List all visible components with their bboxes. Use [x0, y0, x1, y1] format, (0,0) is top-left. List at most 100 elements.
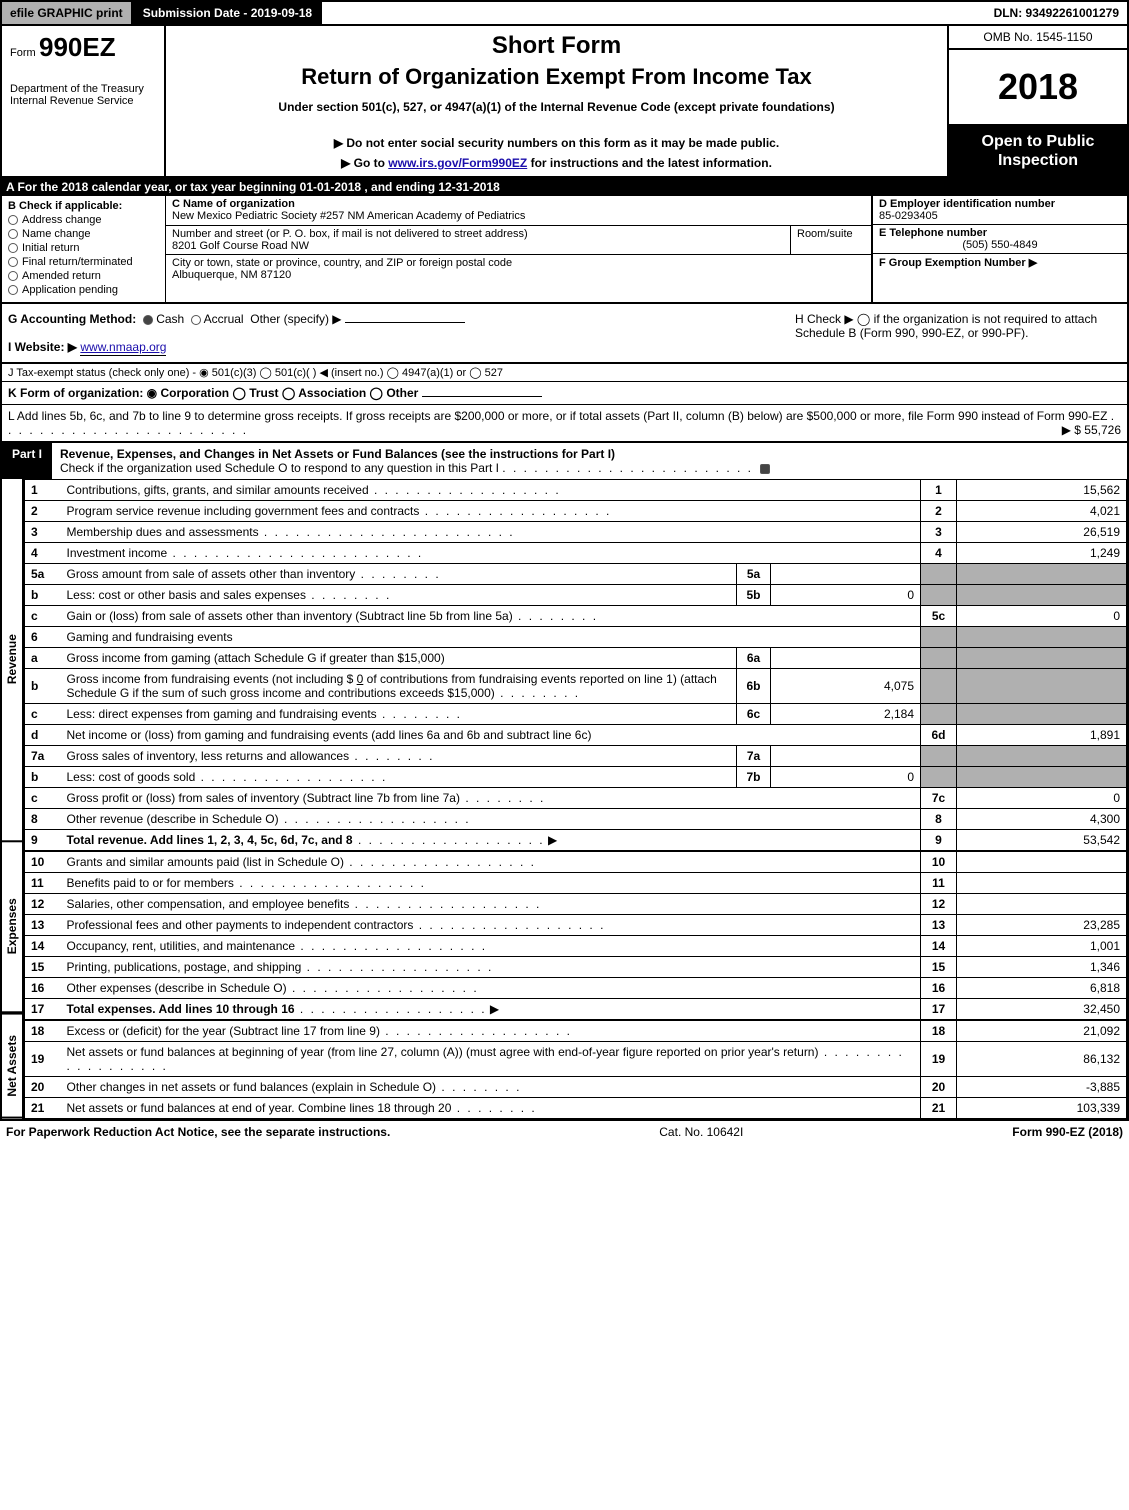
table-row: 7aGross sales of inventory, less returns…	[25, 746, 1127, 767]
part1-sub: Check if the organization used Schedule …	[60, 461, 499, 475]
efile-print-label[interactable]: efile GRAPHIC print	[2, 2, 133, 24]
other-org-input[interactable]	[422, 396, 542, 397]
chk-name-change[interactable]: Name change	[8, 228, 159, 240]
table-row: 5aGross amount from sale of assets other…	[25, 564, 1127, 585]
table-row: 9Total revenue. Add lines 1, 2, 3, 4, 5c…	[25, 830, 1127, 852]
i-label: I Website: ▶	[8, 340, 77, 354]
form-lines-table: 1Contributions, gifts, grants, and simil…	[24, 479, 1127, 1119]
radio-icon	[8, 215, 18, 225]
radio-icon	[8, 257, 18, 267]
table-row: 4Investment income41,249	[25, 543, 1127, 564]
side-tab-netassets: Net Assets	[2, 1013, 22, 1119]
table-row: 12Salaries, other compensation, and empl…	[25, 894, 1127, 915]
city-box: City or town, state or province, country…	[166, 255, 871, 283]
side-tabs: Revenue Expenses Net Assets	[2, 479, 24, 1119]
form-number: 990EZ	[39, 32, 116, 62]
chk-final-return[interactable]: Final return/terminated	[8, 256, 159, 268]
table-row: cLess: direct expenses from gaming and f…	[25, 704, 1127, 725]
radio-accrual-icon[interactable]	[191, 315, 201, 325]
donot-warning: ▶ Do not enter social security numbers o…	[180, 136, 933, 150]
ein-box: D Employer identification number 85-0293…	[873, 196, 1127, 225]
irs-link[interactable]: www.irs.gov/Form990EZ	[388, 156, 527, 170]
table-row: 19Net assets or fund balances at beginni…	[25, 1042, 1127, 1077]
org-info: C Name of organization New Mexico Pediat…	[166, 196, 871, 302]
org-name-box: C Name of organization New Mexico Pediat…	[166, 196, 871, 226]
chk-initial-return[interactable]: Initial return	[8, 242, 159, 254]
table-row: bLess: cost or other basis and sales exp…	[25, 585, 1127, 606]
ein-value: 85-0293405	[879, 210, 1121, 222]
side-tab-revenue: Revenue	[2, 479, 22, 840]
open-public-label: Open to Public Inspection	[949, 126, 1127, 176]
table-row: 8Other revenue (describe in Schedule O)8…	[25, 809, 1127, 830]
part1-label: Part I	[2, 443, 52, 479]
table-row: aGross income from gaming (attach Schedu…	[25, 648, 1127, 669]
phone-value: (505) 550-4849	[879, 239, 1121, 251]
checkbox-schedule-o-icon[interactable]	[760, 464, 770, 474]
table-row: 14Occupancy, rent, utilities, and mainte…	[25, 936, 1127, 957]
line-h: H Check ▶ ◯ if the organization is not r…	[795, 312, 1121, 354]
goto-instructions: ▶ Go to www.irs.gov/Form990EZ for instru…	[180, 156, 933, 170]
dln-label: DLN: 93492261001279	[986, 2, 1127, 24]
line-a: A For the 2018 calendar year, or tax yea…	[0, 178, 1129, 196]
city-value: Albuquerque, NM 87120	[172, 269, 865, 281]
chk-address-change[interactable]: Address change	[8, 214, 159, 226]
radio-cash-icon[interactable]	[143, 315, 153, 325]
form-header: Form 990EZ Department of the Treasury In…	[0, 26, 1129, 178]
header-center: Short Form Return of Organization Exempt…	[166, 26, 947, 176]
dept-treasury: Department of the Treasury	[10, 83, 156, 95]
chk-amended[interactable]: Amended return	[8, 270, 159, 282]
header-right: OMB No. 1545-1150 2018 Open to Public In…	[947, 26, 1127, 176]
table-row: 16Other expenses (describe in Schedule O…	[25, 978, 1127, 999]
table-row: bLess: cost of goods sold7b0	[25, 767, 1127, 788]
line-l-value: ▶ $ 55,726	[1062, 423, 1121, 437]
radio-icon	[8, 243, 18, 253]
group-exemption-box: F Group Exemption Number ▶	[873, 254, 1127, 271]
website-link[interactable]: www.nmaap.org	[80, 340, 166, 356]
checkboxes-b: B Check if applicable: Address change Na…	[2, 196, 166, 302]
room-label: Room/suite	[797, 228, 865, 240]
header-left: Form 990EZ Department of the Treasury In…	[2, 26, 166, 176]
line-l: L Add lines 5b, 6c, and 7b to line 9 to …	[0, 405, 1129, 443]
form-lines-wrap: 1Contributions, gifts, grants, and simil…	[24, 479, 1127, 1119]
main-table: Revenue Expenses Net Assets 1Contributio…	[0, 479, 1129, 1121]
phone-box: E Telephone number (505) 550-4849	[873, 225, 1127, 254]
return-title: Return of Organization Exempt From Incom…	[180, 64, 933, 90]
street-box: Number and street (or P. O. box, if mail…	[166, 226, 791, 255]
table-row: cGross profit or (loss) from sales of in…	[25, 788, 1127, 809]
c-label: C Name of organization	[172, 198, 865, 210]
street-label: Number and street (or P. O. box, if mail…	[172, 228, 784, 240]
table-row: 1Contributions, gifts, grants, and simil…	[25, 480, 1127, 501]
radio-icon	[8, 271, 18, 281]
chk-application-pending[interactable]: Application pending	[8, 284, 159, 296]
table-row: cGain or (loss) from sale of assets othe…	[25, 606, 1127, 627]
table-row: 3Membership dues and assessments326,519	[25, 522, 1127, 543]
line-g-h: G Accounting Method: Cash Accrual Other …	[0, 304, 1129, 364]
goto-post: for instructions and the latest informat…	[527, 156, 772, 170]
city-label: City or town, state or province, country…	[172, 257, 865, 269]
footer-cat: Cat. No. 10642I	[390, 1125, 1012, 1139]
b-head: B Check if applicable:	[8, 200, 159, 212]
other-specify-input[interactable]	[345, 322, 465, 323]
table-row: bGross income from fundraising events (n…	[25, 669, 1127, 704]
line-l-text: L Add lines 5b, 6c, and 7b to line 9 to …	[8, 409, 1107, 423]
table-row: 11Benefits paid to or for members11	[25, 873, 1127, 894]
part1-title: Revenue, Expenses, and Changes in Net As…	[52, 443, 1127, 479]
under-section: Under section 501(c), 527, or 4947(a)(1)…	[180, 100, 933, 114]
form-prefix: Form	[10, 47, 36, 59]
goto-pre: ▶ Go to	[341, 156, 388, 170]
footer-left: For Paperwork Reduction Act Notice, see …	[6, 1125, 390, 1139]
g-label: G Accounting Method:	[8, 312, 136, 326]
line-k: K Form of organization: ◉ Corporation ◯ …	[0, 382, 1129, 405]
submission-date-label: Submission Date - 2019-09-18	[133, 2, 322, 24]
col-b-right: D Employer identification number 85-0293…	[871, 196, 1127, 302]
table-row: dNet income or (loss) from gaming and fu…	[25, 725, 1127, 746]
table-row: 10Grants and similar amounts paid (list …	[25, 851, 1127, 873]
group-exemption-label: F Group Exemption Number ▶	[879, 256, 1121, 269]
radio-icon	[8, 229, 18, 239]
table-row: 2Program service revenue including gover…	[25, 501, 1127, 522]
table-row: 15Printing, publications, postage, and s…	[25, 957, 1127, 978]
footer-right: Form 990-EZ (2018)	[1012, 1125, 1123, 1139]
table-row: 17Total expenses. Add lines 10 through 1…	[25, 999, 1127, 1021]
part1-header: Part I Revenue, Expenses, and Changes in…	[0, 443, 1129, 479]
table-row: 18Excess or (deficit) for the year (Subt…	[25, 1020, 1127, 1042]
